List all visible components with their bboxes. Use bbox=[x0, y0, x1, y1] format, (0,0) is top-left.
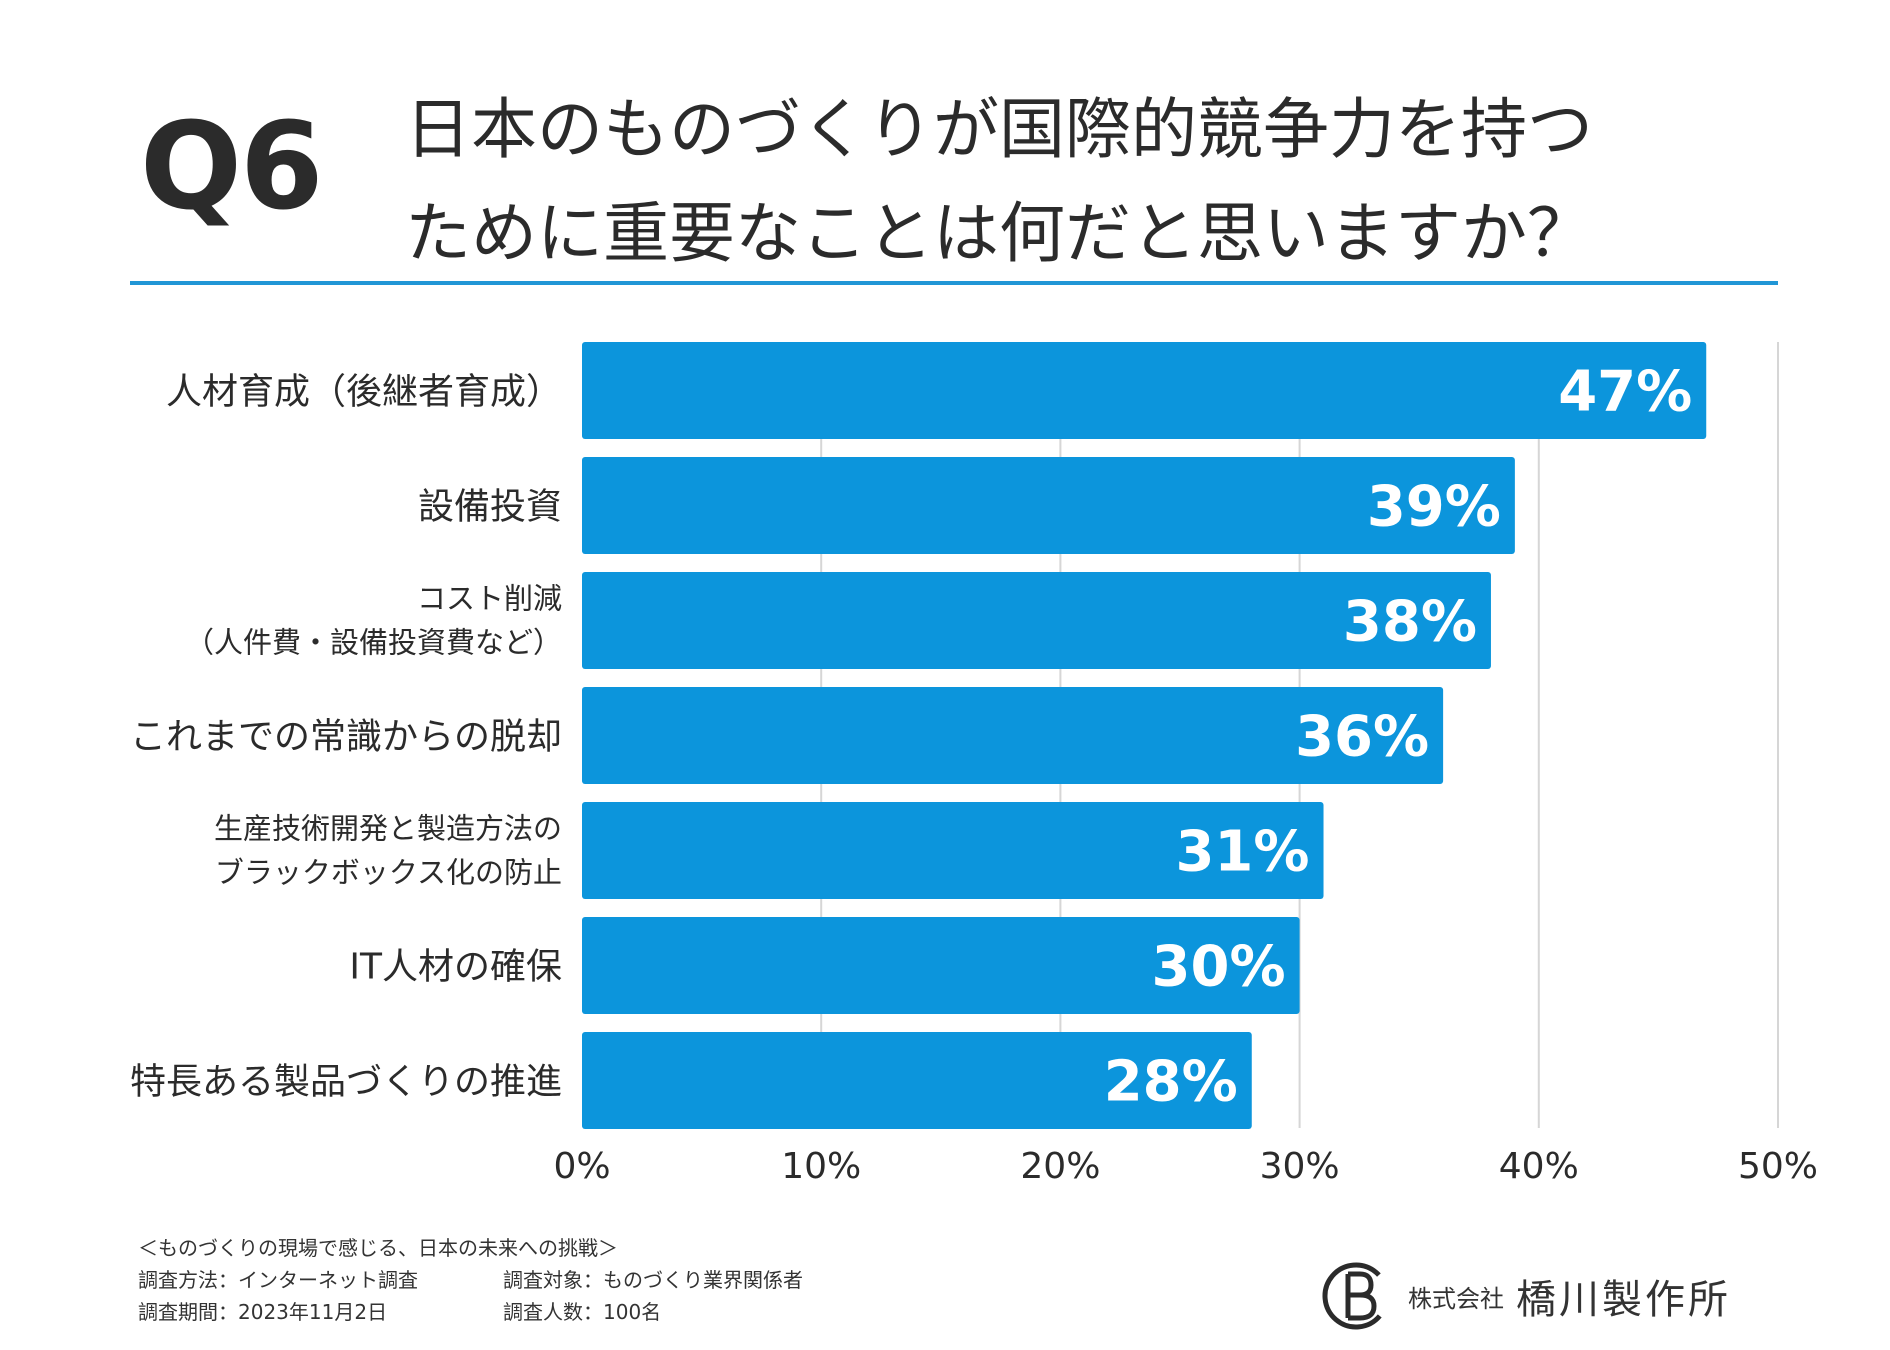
x-tick-label: 40% bbox=[1499, 1146, 1579, 1187]
survey-method: 調査方法：インターネット調査 bbox=[138, 1268, 418, 1292]
category-label: 設備投資 bbox=[418, 487, 562, 528]
company-name: 橋川製作所 bbox=[1516, 1277, 1731, 1323]
category-label: ブラックボックス化の防止 bbox=[215, 856, 562, 890]
survey-target: 調査対象：ものづくり業界関係者 bbox=[503, 1268, 803, 1292]
question-line-1: 日本のものづくりが国際的競争力を持つ bbox=[405, 91, 1593, 168]
survey-title: ＜ものづくりの現場で感じる、日本の未来への挑戦＞ bbox=[138, 1236, 618, 1260]
bar-chart: 47% 人材育成（後継者育成） 39% 設備投資 38% コスト削減 （人件費・設備投資費な… bbox=[130, 342, 1818, 1187]
company-logo-icon bbox=[1322, 1262, 1390, 1330]
bar-value-label: 28% bbox=[1104, 1050, 1238, 1115]
company-prefix: 株式会社 bbox=[1408, 1284, 1504, 1313]
bar-value-label: 31% bbox=[1175, 820, 1309, 885]
company-brand: 株式会社 橋川製作所 bbox=[1318, 1258, 1731, 1334]
bar-value-label: 47% bbox=[1558, 360, 1692, 425]
bar-value-label: 30% bbox=[1152, 935, 1286, 1000]
category-label: コスト削減 bbox=[417, 582, 562, 616]
bar bbox=[582, 457, 1515, 554]
bar-value-label: 36% bbox=[1295, 705, 1429, 770]
category-label: これまでの常識からの脱却 bbox=[130, 717, 562, 758]
x-tick-label: 50% bbox=[1738, 1146, 1818, 1187]
question-line-2: ために重要なことは何だと思いますか？ bbox=[405, 195, 1593, 272]
bar bbox=[582, 802, 1324, 899]
x-tick-label: 0% bbox=[553, 1146, 610, 1187]
survey-count: 調査人数：100名 bbox=[503, 1300, 662, 1324]
category-label: 特長ある製品づくりの推進 bbox=[130, 1062, 562, 1103]
question-text: 日本のものづくりが国際的競争力を持つ ために重要なことは何だと思いますか？ bbox=[405, 78, 1825, 286]
bar bbox=[582, 917, 1300, 1014]
x-tick-label: 30% bbox=[1260, 1146, 1340, 1187]
title-divider bbox=[130, 281, 1778, 285]
category-label: IT人材の確保 bbox=[349, 947, 562, 988]
category-label: 人材育成（後継者育成） bbox=[166, 372, 562, 413]
bar bbox=[582, 572, 1491, 669]
category-label: （人件費・設備投資費など） bbox=[185, 626, 562, 660]
bar bbox=[582, 1032, 1252, 1129]
bar bbox=[582, 687, 1444, 784]
question-number: Q6 bbox=[140, 98, 324, 237]
survey-footer: ＜ものづくりの現場で感じる、日本の未来への挑戦＞ 調査方法：インターネット調査 … bbox=[138, 1232, 803, 1328]
bar bbox=[582, 342, 1707, 439]
x-tick-label: 10% bbox=[781, 1146, 861, 1187]
category-label: 生産技術開発と製造方法の bbox=[214, 812, 562, 846]
x-tick-label: 20% bbox=[1020, 1146, 1100, 1187]
bar-value-label: 39% bbox=[1367, 475, 1501, 540]
survey-period: 調査期間：2023年11月2日 bbox=[138, 1300, 388, 1324]
bar-value-label: 38% bbox=[1343, 590, 1477, 655]
